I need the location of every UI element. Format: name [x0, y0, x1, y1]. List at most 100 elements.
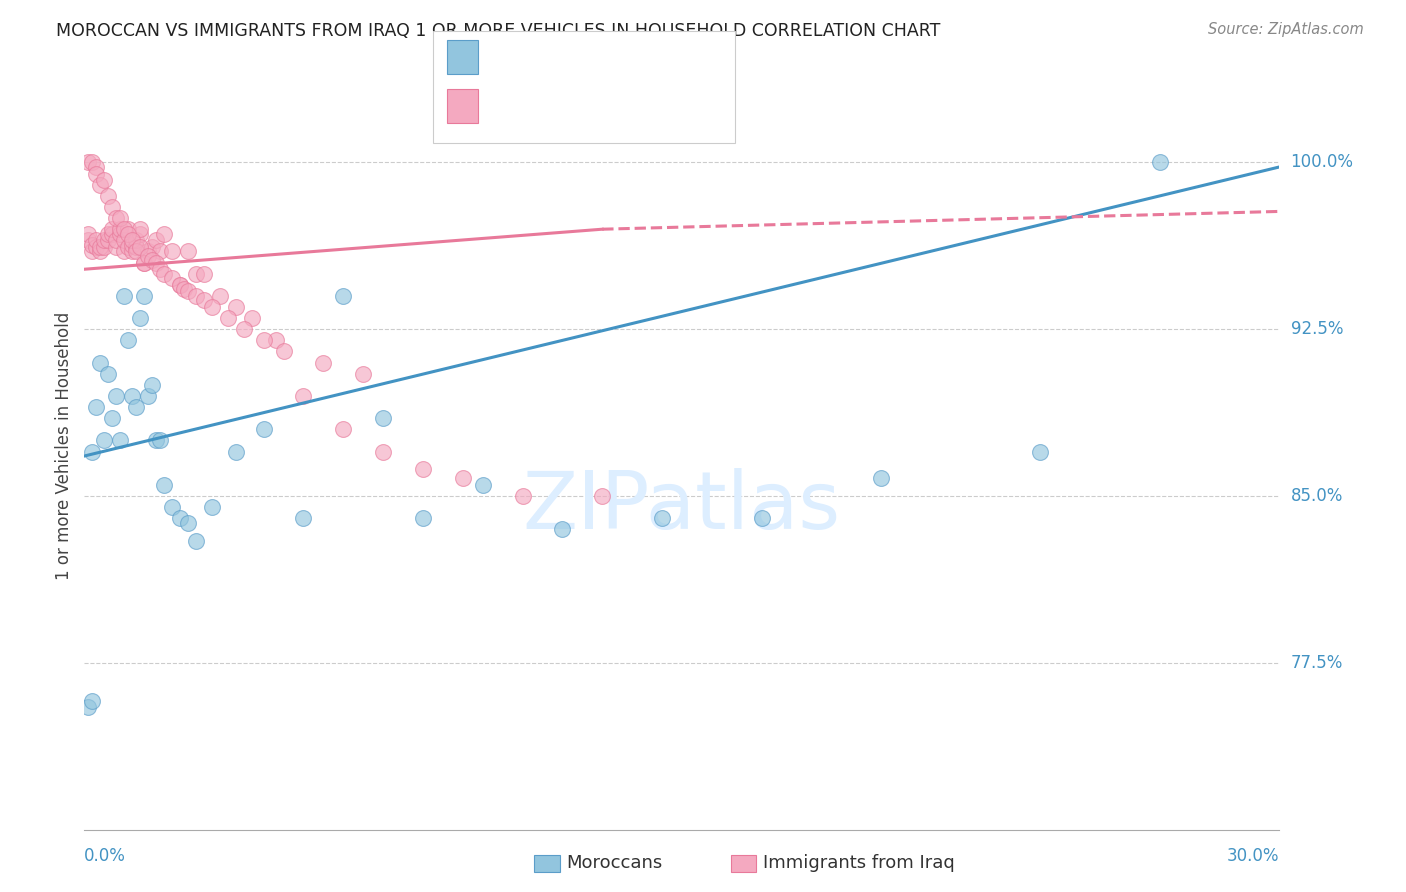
Text: 0.0%: 0.0%	[84, 847, 127, 865]
Point	[77, 233, 100, 247]
Point	[751, 511, 773, 525]
Point	[121, 237, 143, 252]
Point	[112, 222, 135, 236]
Point	[253, 334, 276, 348]
Point	[292, 511, 315, 525]
Point	[121, 389, 143, 403]
Point	[86, 167, 108, 181]
Point	[512, 489, 534, 503]
Point	[1149, 155, 1171, 169]
Point	[89, 244, 111, 259]
Point	[352, 367, 374, 381]
Point	[160, 500, 183, 515]
Text: R = 0.207: R = 0.207	[489, 96, 588, 115]
Point	[89, 178, 111, 192]
Point	[591, 489, 613, 503]
Point	[117, 227, 139, 241]
Point	[332, 289, 354, 303]
Point	[141, 253, 163, 268]
Point	[651, 511, 673, 525]
Point	[125, 244, 148, 259]
Point	[82, 155, 104, 169]
Point	[201, 300, 224, 314]
Point	[273, 344, 295, 359]
Point	[471, 478, 494, 492]
Point	[870, 471, 893, 485]
Point	[101, 222, 124, 236]
Point	[105, 211, 128, 225]
Point	[132, 289, 156, 303]
Point	[132, 255, 156, 269]
Point	[121, 244, 143, 259]
Point	[160, 271, 183, 285]
Point	[97, 189, 120, 203]
Point	[225, 444, 247, 458]
Point	[110, 222, 132, 236]
Point	[149, 262, 172, 277]
Point	[332, 422, 354, 436]
Point	[117, 222, 139, 236]
Point	[125, 400, 148, 414]
Text: 85.0%: 85.0%	[1291, 487, 1343, 505]
Text: Immigrants from Iraq: Immigrants from Iraq	[763, 855, 955, 872]
Point	[153, 267, 176, 281]
Point	[82, 244, 104, 259]
Point	[129, 311, 152, 326]
Point	[177, 244, 200, 259]
Point	[153, 227, 176, 241]
Point	[149, 244, 172, 259]
Point	[240, 311, 263, 326]
Point	[173, 282, 195, 296]
Point	[112, 233, 135, 247]
Text: R = 0.429: R = 0.429	[489, 47, 588, 66]
Point	[82, 693, 104, 707]
Point	[101, 411, 124, 425]
Y-axis label: 1 or more Vehicles in Household: 1 or more Vehicles in Household	[55, 312, 73, 580]
Point	[169, 277, 191, 292]
Point	[101, 227, 124, 241]
Point	[110, 211, 132, 225]
Point	[145, 434, 167, 448]
Point	[129, 227, 152, 241]
Point	[129, 240, 152, 254]
Point	[193, 293, 215, 308]
Point	[169, 511, 191, 525]
Text: MOROCCAN VS IMMIGRANTS FROM IRAQ 1 OR MORE VEHICLES IN HOUSEHOLD CORRELATION CHA: MOROCCAN VS IMMIGRANTS FROM IRAQ 1 OR MO…	[56, 22, 941, 40]
Point	[253, 422, 276, 436]
Point	[97, 227, 120, 241]
Text: Source: ZipAtlas.com: Source: ZipAtlas.com	[1208, 22, 1364, 37]
Point	[412, 511, 434, 525]
Point	[89, 240, 111, 254]
Point	[77, 227, 100, 241]
Point	[110, 227, 132, 241]
Point	[153, 478, 176, 492]
Text: ZIPatlas: ZIPatlas	[523, 468, 841, 547]
Point	[93, 173, 115, 187]
Point	[125, 240, 148, 254]
Point	[451, 471, 474, 485]
Point	[110, 434, 132, 448]
Point	[82, 237, 104, 252]
Point	[136, 389, 159, 403]
Point	[292, 389, 315, 403]
Point	[121, 233, 143, 247]
Text: 30.0%: 30.0%	[1227, 847, 1279, 865]
Point	[1029, 444, 1052, 458]
Point	[225, 300, 247, 314]
Point	[145, 255, 167, 269]
Point	[177, 285, 200, 299]
Point	[117, 240, 139, 254]
Point	[125, 233, 148, 247]
Point	[86, 400, 108, 414]
Point	[312, 356, 335, 370]
Point	[93, 434, 115, 448]
Point	[551, 522, 574, 536]
Point	[208, 289, 231, 303]
Point	[136, 244, 159, 259]
Point	[86, 240, 108, 254]
Point	[193, 267, 215, 281]
Point	[132, 255, 156, 269]
Point	[177, 516, 200, 530]
Point	[145, 233, 167, 247]
Point	[373, 444, 395, 458]
